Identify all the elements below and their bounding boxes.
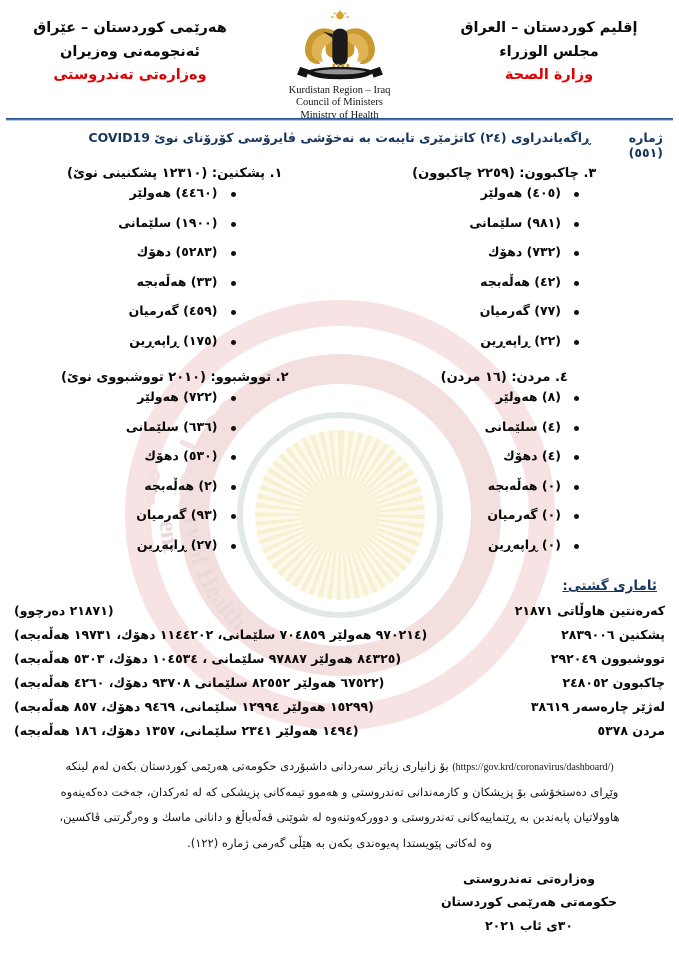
totals-label: پشکنین ٢٨٣٩٠٠٦	[561, 627, 665, 642]
totals-label: مردن ٥٣٧٨	[597, 723, 665, 738]
signature-date: ٣٠ی ئاب ٢٠٢١	[485, 917, 573, 933]
section-recovered: ٣. چاکبوون: (٢٢٥٩ چاکبوون) (٤٠٥) هەولێر …	[340, 166, 670, 370]
totals-row-active: لەژێر چارەسەر ٣٨٦١٩ (١٥٢٩٩ هەولێر ١٢٩٩٤ …	[14, 699, 665, 714]
list-item: (٤) دهۆك	[340, 449, 584, 463]
section-recovered-list: (٤٠٥) هەولێر (٩٨١) سلێمانی (٧٣٢) دهۆك (٤…	[340, 186, 670, 348]
note-line-2: وێڕای دەستخۆشی بۆ پزیشکان و کارمەندانی ت…	[60, 784, 619, 799]
list-item: (٤٠٥) هەولێر	[340, 186, 584, 200]
signature-line-2: حکومەتی هەرێمی کوردستان	[440, 894, 618, 910]
list-item: (٤٢) هەڵەبجە	[340, 275, 584, 289]
document-header: هەرێمی کوردستان – عێراق ئەنجومەنی وەزیرا…	[0, 0, 679, 121]
header-kurdish-block: هەرێمی کوردستان – عێراق ئەنجومەنی وەزیرا…	[14, 8, 246, 84]
header-arabic-block: إقليم كوردستان – العراق مجلس الوزراء وزا…	[433, 8, 665, 84]
header-ku-line-3: وەزارەتی تەندروستی	[53, 67, 207, 84]
section-tests: ١. پشکنین: (١٢٣١٠ پشکنینی نوێ) (٤٤٦٠) هە…	[10, 166, 340, 370]
list-item: (١٧٥) ڕاپەڕین	[10, 334, 240, 348]
totals-detail: (٢١٨٧١ دەرچوو)	[14, 603, 114, 618]
header-ku-line-2: ئەنجومەنی وەزیران	[60, 43, 200, 60]
list-item: (١٩٠٠) سلێمانی	[10, 216, 240, 230]
header-ku-line-1: هەرێمی کوردستان – عێراق	[33, 20, 227, 36]
list-item: (٢٢) ڕاپەڕین	[340, 334, 584, 348]
totals-label: تووشبوون ٢٩٢٠٤٩	[550, 651, 665, 666]
list-item: (٩٨١) سلێمانی	[340, 216, 584, 230]
header-divider	[6, 118, 673, 121]
emblem-caption-line-2: Council of Ministers	[296, 97, 383, 109]
section-deaths: ٤. مردن: (١٦ مردن) (٨) هەولێر (٤) سلێمان…	[340, 370, 670, 574]
list-item: (٤٥٩) گەرمیان	[10, 304, 240, 318]
header-ar-line-1: إقليم كوردستان – العراق	[460, 20, 638, 36]
totals-row-infected: تووشبوون ٢٩٢٠٤٩ (٨٤٣٢٥ هەولێر ٩٧٨٨٧ سلێم…	[14, 651, 665, 666]
totals-detail: (١٤٩٤ هەولێر ٢٣٤١ سلێمانی، ١٣٥٧ دهۆك، ١٨…	[14, 723, 359, 738]
emblem-caption-line-3: Ministry of Health	[300, 109, 379, 121]
totals-detail: (٨٤٣٢٥ هەولێر ٩٧٨٨٧ سلێمانی ، ١٠٤٥٣٤ دهۆ…	[14, 651, 402, 666]
list-item: (٤) سلێمانی	[340, 420, 584, 434]
emblem-caption-line-1: Kurdistan Region – Iraq	[288, 85, 391, 96]
section-recovered-heading: ٣. چاکبوون: (٢٢٥٩ چاکبوون)	[412, 166, 597, 181]
totals-row-deaths: مردن ٥٣٧٨ (١٤٩٤ هەولێر ٢٣٤١ سلێمانی، ١٣٥…	[14, 723, 665, 738]
list-item: (٧٢٢) هەولێر	[10, 390, 240, 404]
header-ar-line-2: مجلس الوزراء	[499, 43, 599, 60]
sections-grid: ٣. چاکبوون: (٢٢٥٩ چاکبوون) (٤٠٥) هەولێر …	[0, 162, 679, 574]
section-tests-list: (٤٤٦٠) هەولێر (١٩٠٠) سلێمانی (٥٢٨٣) دهۆك…	[10, 186, 340, 348]
title-row: ژماره (٥٥١) ڕاگەیاندراوی (٢٤) کاتژمێری ت…	[0, 121, 679, 162]
signature-block: وەزارەتی تەندروستی حکومەتی هەرێمی کوردست…	[379, 867, 679, 936]
dashboard-link[interactable]: (https://gov.krd/coronavirus/dashboard/)	[452, 762, 614, 773]
section-tests-heading: ١. پشکنین: (١٢٣١٠ پشکنینی نوێ)	[67, 166, 283, 181]
section-infected-heading: ٢. تووشبوو: (٢٠١٠ تووشبووی نوێ)	[60, 370, 289, 385]
emblem-block: Kurdistan Region – Iraq Council of Minis…	[255, 8, 425, 122]
emblem-caption: Kurdistan Region – Iraq Council of Minis…	[289, 85, 391, 122]
list-item: (٠) گەرمیان	[340, 508, 584, 522]
list-item: (٨) هەولێر	[340, 390, 584, 404]
list-item: (٥٢٨٣) دهۆك	[10, 245, 240, 259]
note-line-1-text: بۆ زانیاری زیاتر سەردانی داشبۆردی حکومەت…	[65, 759, 449, 773]
list-item: (٢٧) ڕاپەڕین	[10, 538, 240, 552]
totals-row-quarantine: کەرەنتین هاوڵاتی ٢١٨٧١ (٢١٨٧١ دەرچوو)	[14, 603, 665, 618]
header-ar-line-3: وزارة الصحة	[504, 67, 594, 84]
totals-detail: (١٥٢٩٩ هەولێر ١٢٩٩٤ سلێمانی، ٩٤٦٩ دهۆك، …	[14, 699, 374, 714]
signature-line-1: وەزارەتی تەندروستی	[462, 871, 596, 887]
totals-label: لەژێر چارەسەر ٣٨٦١٩	[530, 699, 665, 714]
totals-row-recovered: چاکبوون ٢٤٨٠٥٢ (٦٧٥٢٢ هەولێر ٨٢٥٥٢ سلێما…	[14, 675, 665, 690]
section-infected-list: (٧٢٢) هەولێر (٦٣٦) سلێمانی (٥٣٠) دهۆك (٢…	[10, 390, 340, 552]
list-item: (٧٣٢) دهۆك	[340, 245, 584, 259]
totals-detail: (٩٧٠٢١٤ هەولێر ٧٠٤٨٥٩ سلێمانی، ١١٤٤٢٠٢ د…	[14, 627, 428, 642]
totals-label: کەرەنتین هاوڵاتی ٢١٨٧١	[514, 603, 665, 618]
section-deaths-heading: ٤. مردن: (١٦ مردن)	[440, 370, 568, 385]
note-line-1: (https://gov.krd/coronavirus/dashboard/)…	[36, 755, 643, 779]
footer-note: (https://gov.krd/coronavirus/dashboard/)…	[0, 747, 679, 855]
list-item: (٥٣٠) دهۆك	[10, 449, 240, 463]
totals-block: ئاماری گشتی: کەرەنتین هاوڵاتی ٢١٨٧١ (٢١٨…	[0, 574, 679, 738]
list-item: (٩٣) گەرمیان	[10, 508, 240, 522]
kurdistan-eagle-emblem-icon	[296, 10, 383, 80]
list-item: (٦٣٦) سلێمانی	[10, 420, 240, 434]
totals-row-tests: پشکنین ٢٨٣٩٠٠٦ (٩٧٠٢١٤ هەولێر ٧٠٤٨٥٩ سلێ…	[14, 627, 665, 642]
list-item: (٠) ڕاپەڕین	[340, 538, 584, 552]
totals-label: چاکبوون ٢٤٨٠٥٢	[562, 675, 665, 690]
totals-detail: (٦٧٥٢٢ هەولێر ٨٢٥٥٢ سلێمانی ٩٣٧٠٨ دهۆك، …	[14, 675, 385, 690]
list-item: (٢) هەڵەبجە	[10, 479, 240, 493]
document-number: ژماره (٥٥١)	[628, 130, 663, 160]
note-line-3: هاوولاتیان پابەندبن بە ڕێنماییەکانی تەند…	[59, 810, 620, 825]
page-title: ڕاگەیاندراوی (٢٤) کاتژمێری تایبەت بە نەخ…	[88, 130, 591, 145]
totals-heading: ئاماری گشتی:	[562, 578, 657, 594]
note-line-4: وە لەکاتی پێویستدا پەیوەندی بکەن بە هێڵی…	[187, 835, 492, 850]
list-item: (٤٤٦٠) هەولێر	[10, 186, 240, 200]
section-deaths-list: (٨) هەولێر (٤) سلێمانی (٤) دهۆك (٠) هەڵە…	[340, 390, 670, 552]
list-item: (٠) هەڵەبجە	[340, 479, 584, 493]
list-item: (٧٧) گەرمیان	[340, 304, 584, 318]
section-infected: ٢. تووشبوو: (٢٠١٠ تووشبووی نوێ) (٧٢٢) هە…	[10, 370, 340, 574]
list-item: (٣٣) هەڵەبجە	[10, 275, 240, 289]
